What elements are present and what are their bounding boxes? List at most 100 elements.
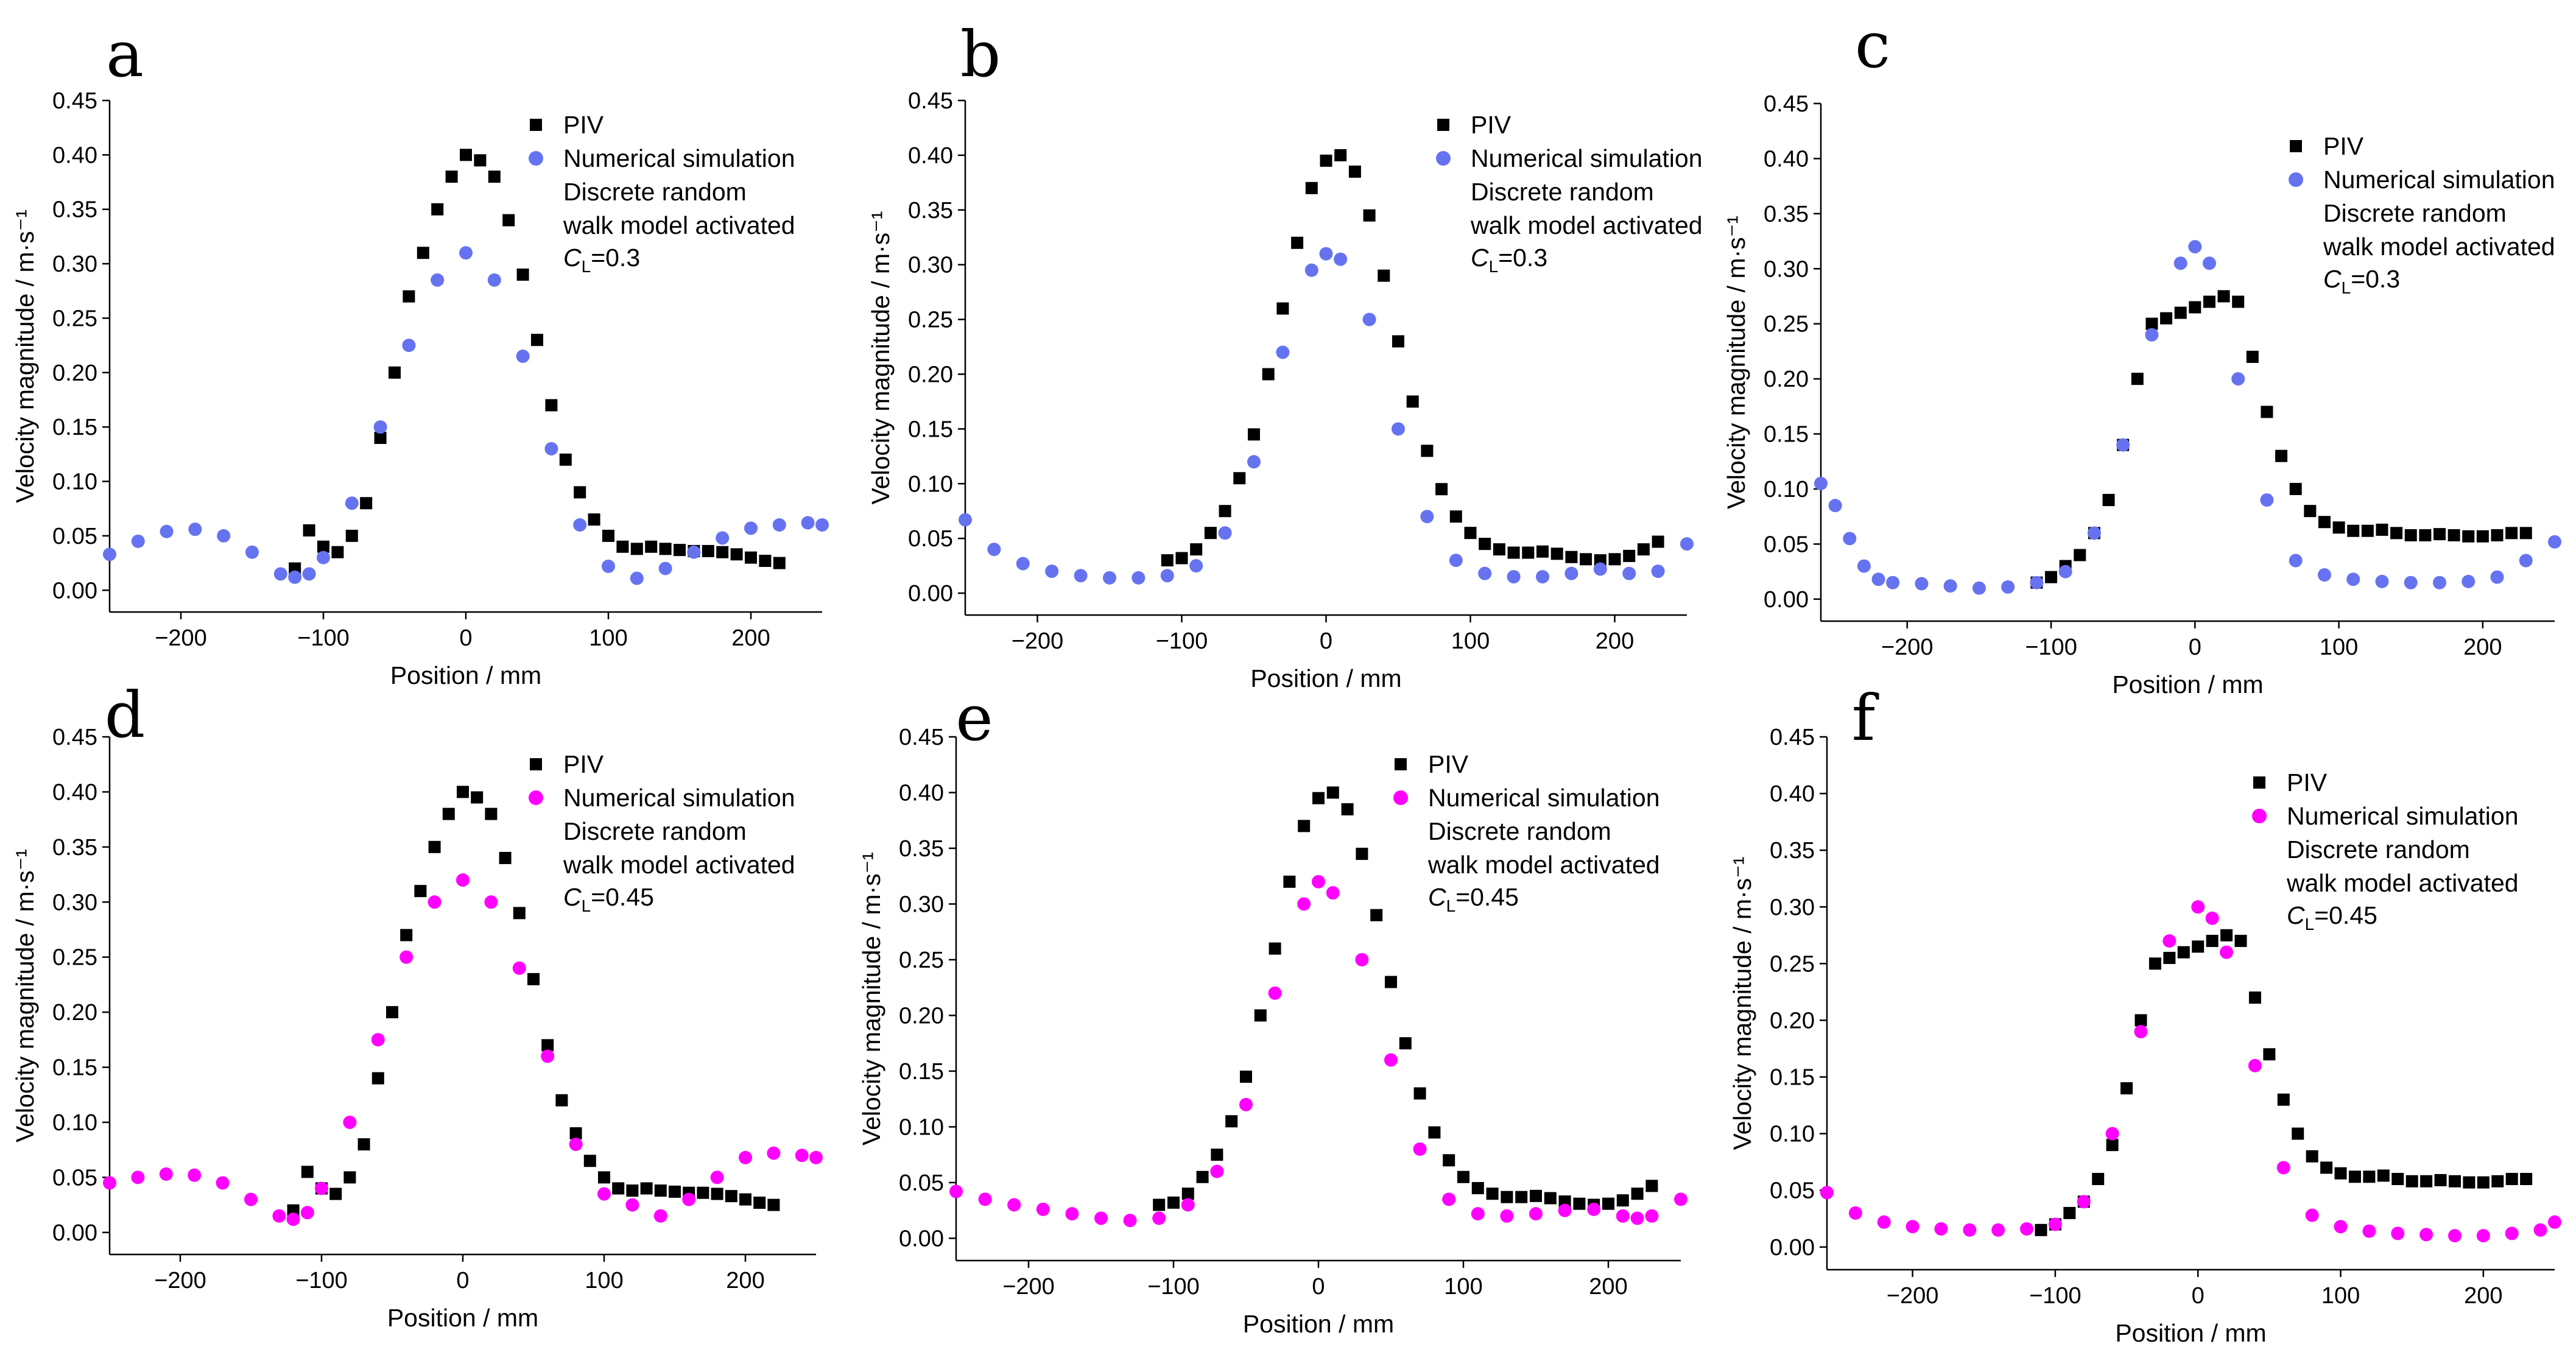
simulation-point — [315, 1181, 328, 1195]
y-tick-label: 0.10 — [52, 470, 97, 495]
simulation-point — [767, 1146, 781, 1160]
simulation-point — [2248, 1058, 2262, 1072]
piv-point — [569, 1127, 582, 1140]
piv-point — [669, 1185, 681, 1198]
piv-point — [2074, 549, 2086, 561]
simulation-point — [682, 1192, 696, 1206]
panel-f: f 0.00 0.05 0.10 0.15 0.20 0.25 0.30 0.35 0.40 0.4… — [1728, 681, 2561, 1347]
simulation-series — [1814, 240, 2561, 595]
simulation-point — [103, 1176, 116, 1190]
simulation-point — [1886, 575, 1900, 589]
simulation-point — [399, 950, 413, 964]
simulation-point — [487, 273, 501, 287]
y-tick-label: 0.10 — [908, 471, 953, 497]
simulation-point — [2205, 911, 2219, 925]
piv-point — [414, 885, 427, 898]
cl-subscript: L — [2342, 278, 2351, 297]
piv-point — [1298, 820, 1311, 832]
piv-point — [1413, 1087, 1426, 1100]
legend-piv-marker — [1437, 119, 1449, 131]
piv-point — [1370, 909, 1383, 921]
piv-point — [389, 366, 401, 379]
piv-point — [1637, 543, 1650, 556]
piv-point — [2434, 1173, 2447, 1186]
cl-symbol: C — [563, 883, 582, 911]
simulation-point — [1843, 532, 1857, 546]
y-axis-title: Velocity magnitude / m·s⁻¹ — [11, 209, 39, 503]
piv-point — [1269, 942, 1281, 955]
y-tick-label: 0.00 — [899, 1226, 944, 1251]
piv-point — [2391, 1173, 2404, 1186]
piv-point — [2263, 1048, 2276, 1061]
panel-e: e 0.00 0.05 0.10 0.15 0.20 0.25 0.30 0.35 0.40 0.4… — [857, 681, 1687, 1338]
x-tick-label: 0 — [1320, 628, 1332, 654]
legend-simulation-label: Numerical simulation — [2287, 802, 2519, 830]
legend-note-line1: Discrete random — [1471, 178, 1654, 206]
piv-point — [773, 557, 786, 569]
simulation-series — [1820, 900, 2561, 1243]
piv-point — [1204, 527, 1217, 540]
y-axis-title: Velocity magnitude / m·s⁻¹ — [867, 211, 895, 505]
piv-point — [2177, 946, 2190, 959]
piv-point — [645, 540, 658, 553]
simulation-point — [2173, 256, 2187, 270]
simulation-point — [245, 545, 259, 559]
simulation-point — [653, 1209, 667, 1223]
simulation-point — [456, 873, 470, 887]
simulation-point — [772, 518, 786, 532]
simulation-point — [1420, 510, 1434, 524]
simulation-point — [2476, 1229, 2490, 1243]
piv-point — [1175, 552, 1188, 565]
x-tick-label: −100 — [2025, 635, 2077, 660]
y-tick-label: 0.00 — [52, 1220, 97, 1246]
piv-point — [1219, 505, 1231, 518]
simulation-point — [2391, 1226, 2405, 1240]
piv-point — [1312, 792, 1325, 804]
piv-point — [2361, 524, 2374, 537]
simulation-point — [516, 350, 530, 363]
cl-subscript: L — [1489, 257, 1499, 276]
piv-point — [357, 1138, 370, 1151]
piv-point — [329, 1187, 342, 1200]
piv-point — [403, 290, 415, 303]
cl-symbol: C — [563, 244, 582, 272]
piv-point — [428, 840, 441, 853]
simulation-point — [949, 1184, 963, 1198]
legend-note-line2: walk model activated — [563, 211, 795, 239]
piv-point — [1421, 445, 1434, 457]
simulation-point — [1413, 1142, 1427, 1156]
piv-point — [2334, 1167, 2347, 1180]
simulation-point — [569, 1138, 583, 1152]
piv-point — [2275, 449, 2288, 462]
y-tick-label: 0.05 — [52, 1165, 97, 1191]
simulation-point — [1218, 526, 1232, 540]
y-axis-title: Velocity magnitude / m·s⁻¹ — [857, 852, 885, 1145]
legend-note-line1: Discrete random — [2323, 199, 2507, 227]
y-tick-label: 0.15 — [1764, 422, 1809, 448]
y-tick-label: 0.15 — [908, 417, 953, 442]
piv-point — [1457, 1170, 1469, 1183]
simulation-point — [541, 1049, 555, 1063]
legend-note-line2: walk model activated — [2286, 869, 2519, 897]
y-tick-label: 0.45 — [899, 725, 944, 750]
simulation-point — [1065, 1207, 1079, 1221]
simulation-point — [484, 895, 498, 909]
cl-value: =0.45 — [591, 883, 654, 911]
piv-point — [400, 929, 413, 941]
y-tick-label: 0.05 — [1764, 532, 1809, 557]
simulation-point — [658, 561, 672, 575]
piv-point — [626, 1184, 639, 1197]
piv-point — [1305, 181, 1318, 194]
legend-piv-marker — [530, 758, 542, 770]
y-tick-label: 0.05 — [908, 526, 953, 552]
legend: PIV Numerical simulation Discrete random wa… — [2252, 769, 2519, 934]
simulation-point — [1304, 263, 1318, 277]
simulation-point — [1674, 1192, 1687, 1206]
piv-point — [2477, 1176, 2490, 1189]
cl-subscript: L — [582, 257, 591, 276]
piv-point — [1161, 554, 1174, 567]
piv-point — [1435, 483, 1448, 496]
piv-point — [702, 544, 714, 557]
piv-point — [2332, 521, 2345, 534]
